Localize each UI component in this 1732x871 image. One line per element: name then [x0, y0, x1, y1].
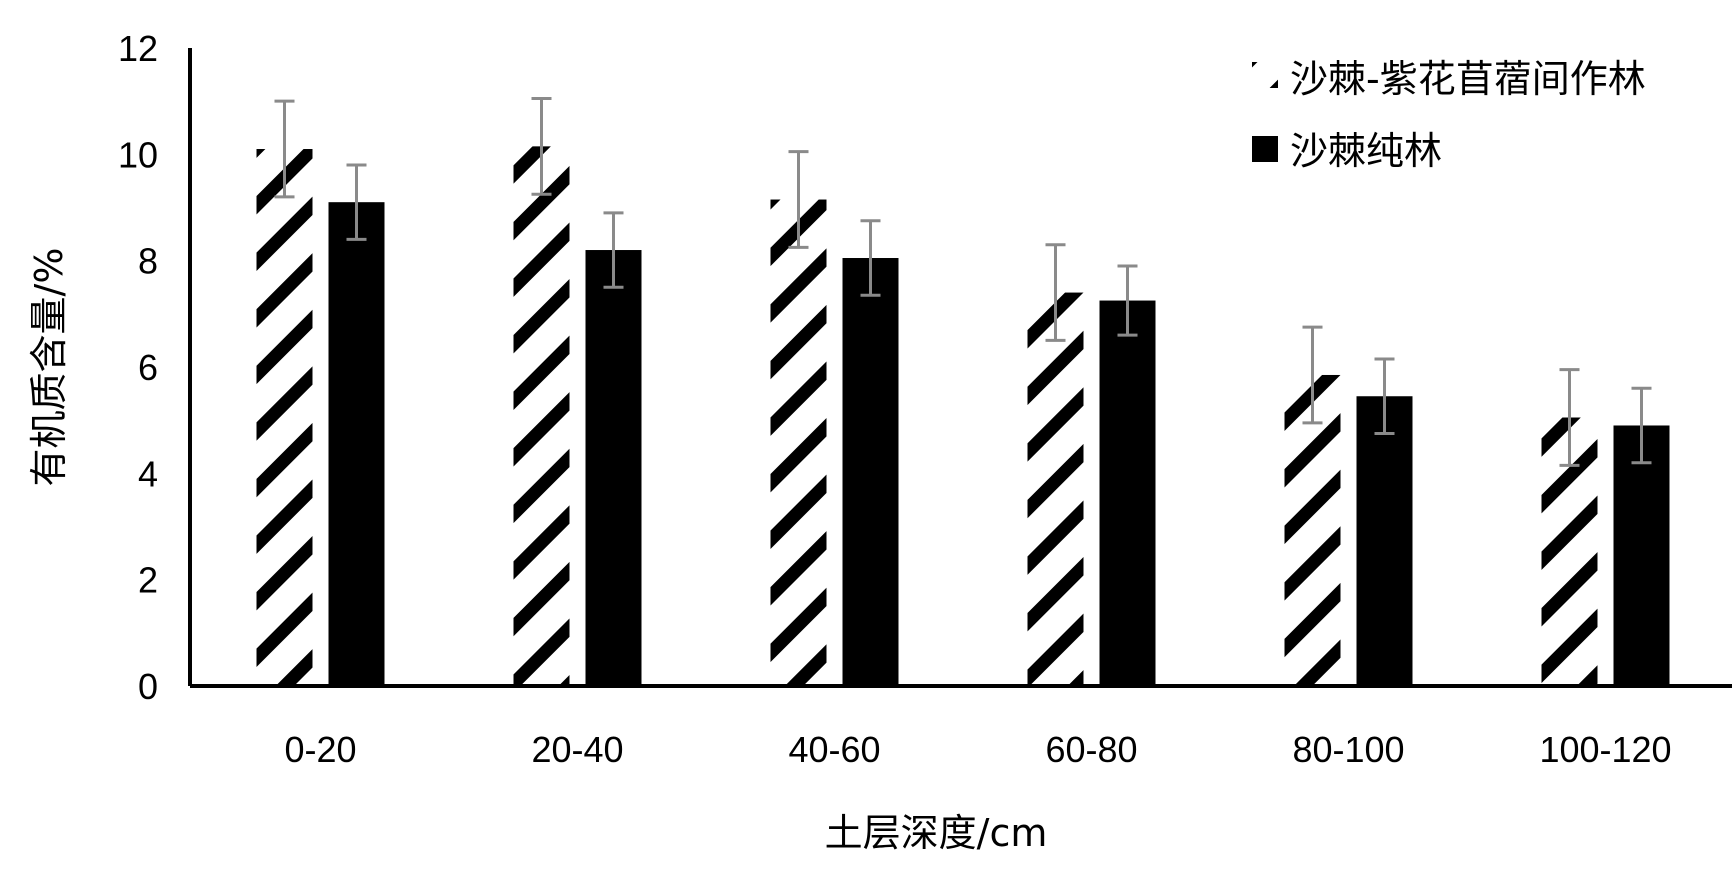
x-axis-title: 土层深度/cm [825, 811, 1048, 855]
bar-intercrop [1284, 374, 1341, 686]
error-bar [346, 163, 367, 241]
x-tick-label: 60-80 [1045, 729, 1137, 770]
x-tick-label: 40-60 [788, 729, 880, 770]
error-bar [274, 99, 295, 199]
legend-item-pure: 沙棘纯林 [1252, 129, 1442, 173]
bar-intercrop [256, 149, 313, 686]
y-axis-title: 有机质含量/% [27, 248, 71, 487]
bars [256, 146, 1670, 687]
x-axis-ticks: 0-20 20-40 40-60 60-80 80-100 100-120 [284, 729, 1671, 770]
legend-swatch-hatched [1252, 62, 1278, 88]
error-bar [603, 211, 624, 289]
error-bar [1302, 325, 1323, 425]
y-tick-label: 2 [138, 560, 158, 601]
legend-item-intercrop: 沙棘-紫花苜蓿间作林 [1252, 57, 1646, 101]
y-tick-label: 0 [138, 666, 158, 707]
bar-pure-forest [1356, 396, 1413, 686]
bar-pure-forest [842, 258, 899, 686]
bar-pure-forest [328, 202, 385, 686]
error-bars [274, 97, 1652, 467]
y-axis-ticks: 0 2 4 6 8 10 12 [118, 28, 158, 707]
error-bar [531, 97, 552, 196]
y-tick-label: 4 [138, 453, 158, 494]
legend-label-intercrop: 沙棘-紫花苜蓿间作林 [1290, 57, 1646, 101]
y-tick-label: 10 [118, 134, 158, 175]
bar-intercrop [1027, 292, 1084, 686]
error-bar [1045, 243, 1066, 342]
bar-pure-forest [1613, 425, 1670, 686]
bar-pure-forest [1099, 300, 1156, 686]
x-tick-label: 100-120 [1539, 729, 1671, 770]
y-tick-label: 6 [138, 347, 158, 388]
x-tick-label: 80-100 [1292, 729, 1404, 770]
y-tick-label: 8 [138, 241, 158, 282]
x-tick-label: 20-40 [531, 729, 623, 770]
legend: 沙棘-紫花苜蓿间作林 沙棘纯林 [1252, 57, 1646, 173]
error-bar [788, 150, 809, 249]
bar-intercrop [513, 146, 570, 686]
error-bar [860, 219, 881, 297]
x-tick-label: 0-20 [284, 729, 356, 770]
bar-intercrop [770, 199, 827, 686]
error-bar [1117, 264, 1138, 337]
legend-swatch-solid [1252, 136, 1278, 162]
error-bar [1631, 386, 1652, 465]
legend-label-pure: 沙棘纯林 [1290, 129, 1442, 173]
bar-pure-forest [585, 250, 642, 687]
y-tick-label: 12 [118, 28, 158, 69]
error-bar [1374, 357, 1395, 435]
error-bar [1559, 368, 1580, 467]
